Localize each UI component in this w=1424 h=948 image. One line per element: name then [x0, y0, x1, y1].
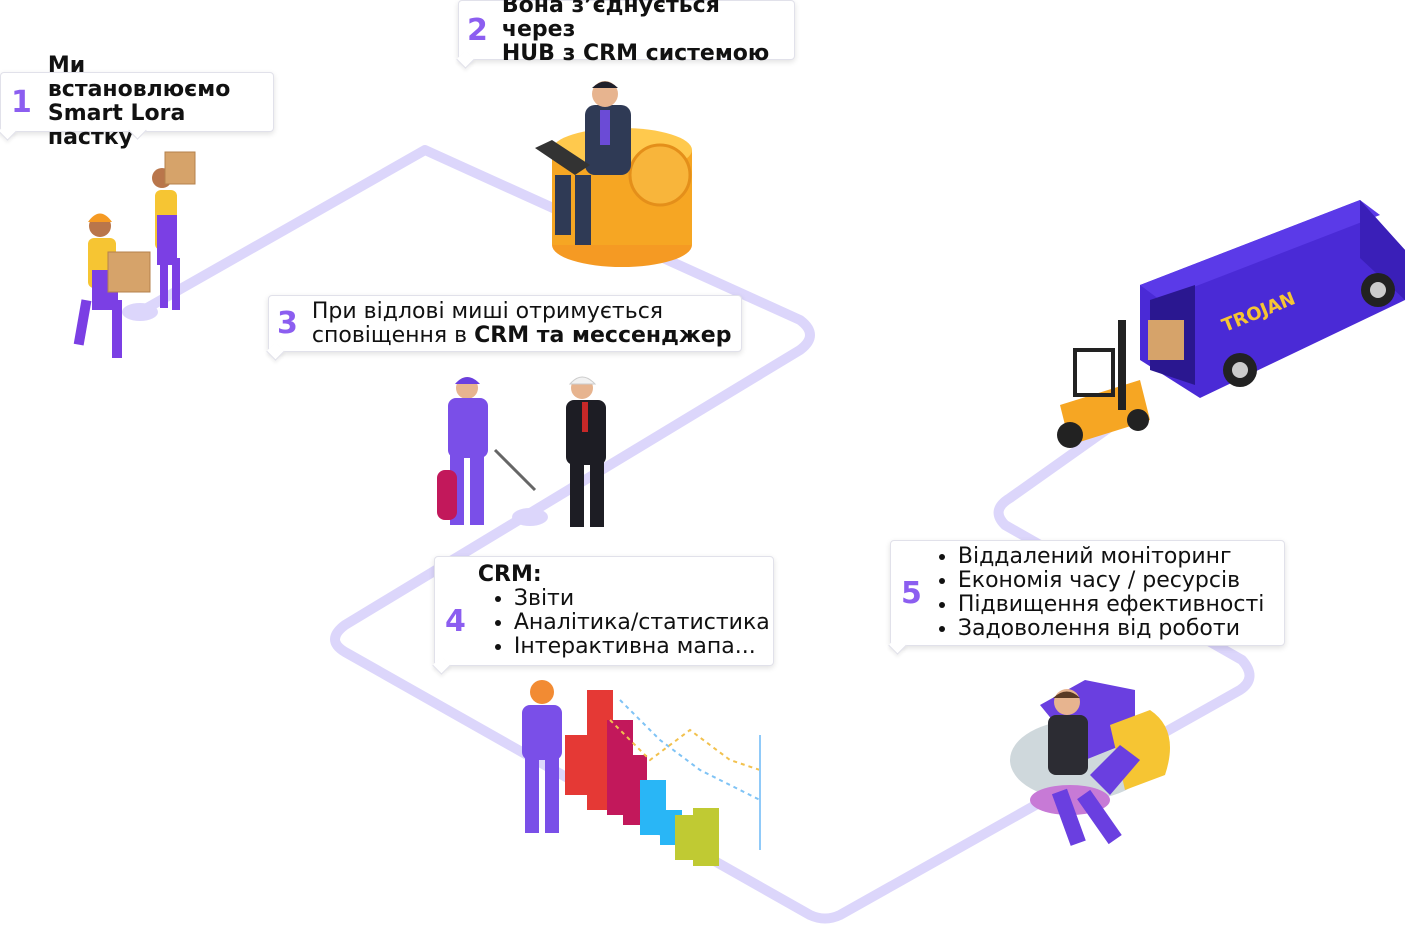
step-4-item: Звіти [514, 587, 770, 611]
step-2-line2: HUB з CRM системою [501, 41, 770, 66]
satisfaction-illustration [1010, 680, 1170, 846]
step-1-line1: Ми встановлюємо [47, 53, 231, 102]
workers-illustration [73, 151, 196, 358]
truck-illustration: TROJAN [1057, 200, 1405, 448]
step-3-number: 3 [277, 306, 298, 341]
step-3-line2-bold: CRM та мессенджер [474, 322, 732, 348]
step-4-item: Аналітика/статистика [514, 611, 770, 635]
step-4-title: CRM: [477, 562, 542, 587]
step-2-callout: 2 Вона з’єднується через HUB з CRM систе… [458, 0, 795, 66]
investor-illustration [535, 81, 692, 267]
step-4-item: Інтерактивна мапа... [514, 635, 770, 659]
analytics-illustration [522, 680, 761, 866]
step-5-item: Задоволення від роботи [958, 617, 1265, 641]
step-4-number: 4 [445, 603, 466, 639]
step-3-line1: При відлові миші отримується [311, 298, 664, 324]
step-1-number: 1 [11, 84, 32, 120]
step-2-number: 2 [467, 12, 488, 48]
step-5-item: Підвищення ефективності [958, 593, 1265, 617]
step-2-line1: Вона з’єднується через [501, 0, 720, 42]
step-3-line2-pre: сповіщення в [311, 322, 475, 348]
step-5-number: 5 [901, 575, 922, 611]
step-3-callout: 3 При відлові миші отримується сповіщенн… [268, 295, 742, 352]
step-4-callout: 4 CRM: Звіти Аналітика/статистика Інтера… [434, 556, 774, 666]
exterminator-illustration [437, 376, 606, 527]
process-path [135, 145, 1255, 924]
step-5-item: Економія часу / ресурсів [958, 569, 1265, 593]
step-1-line2: Smart Lora пастку [47, 101, 186, 150]
step-5-callout: 5 Віддалений моніторинг Економія часу / … [890, 540, 1285, 646]
step-5-item: Віддалений моніторинг [958, 545, 1265, 569]
